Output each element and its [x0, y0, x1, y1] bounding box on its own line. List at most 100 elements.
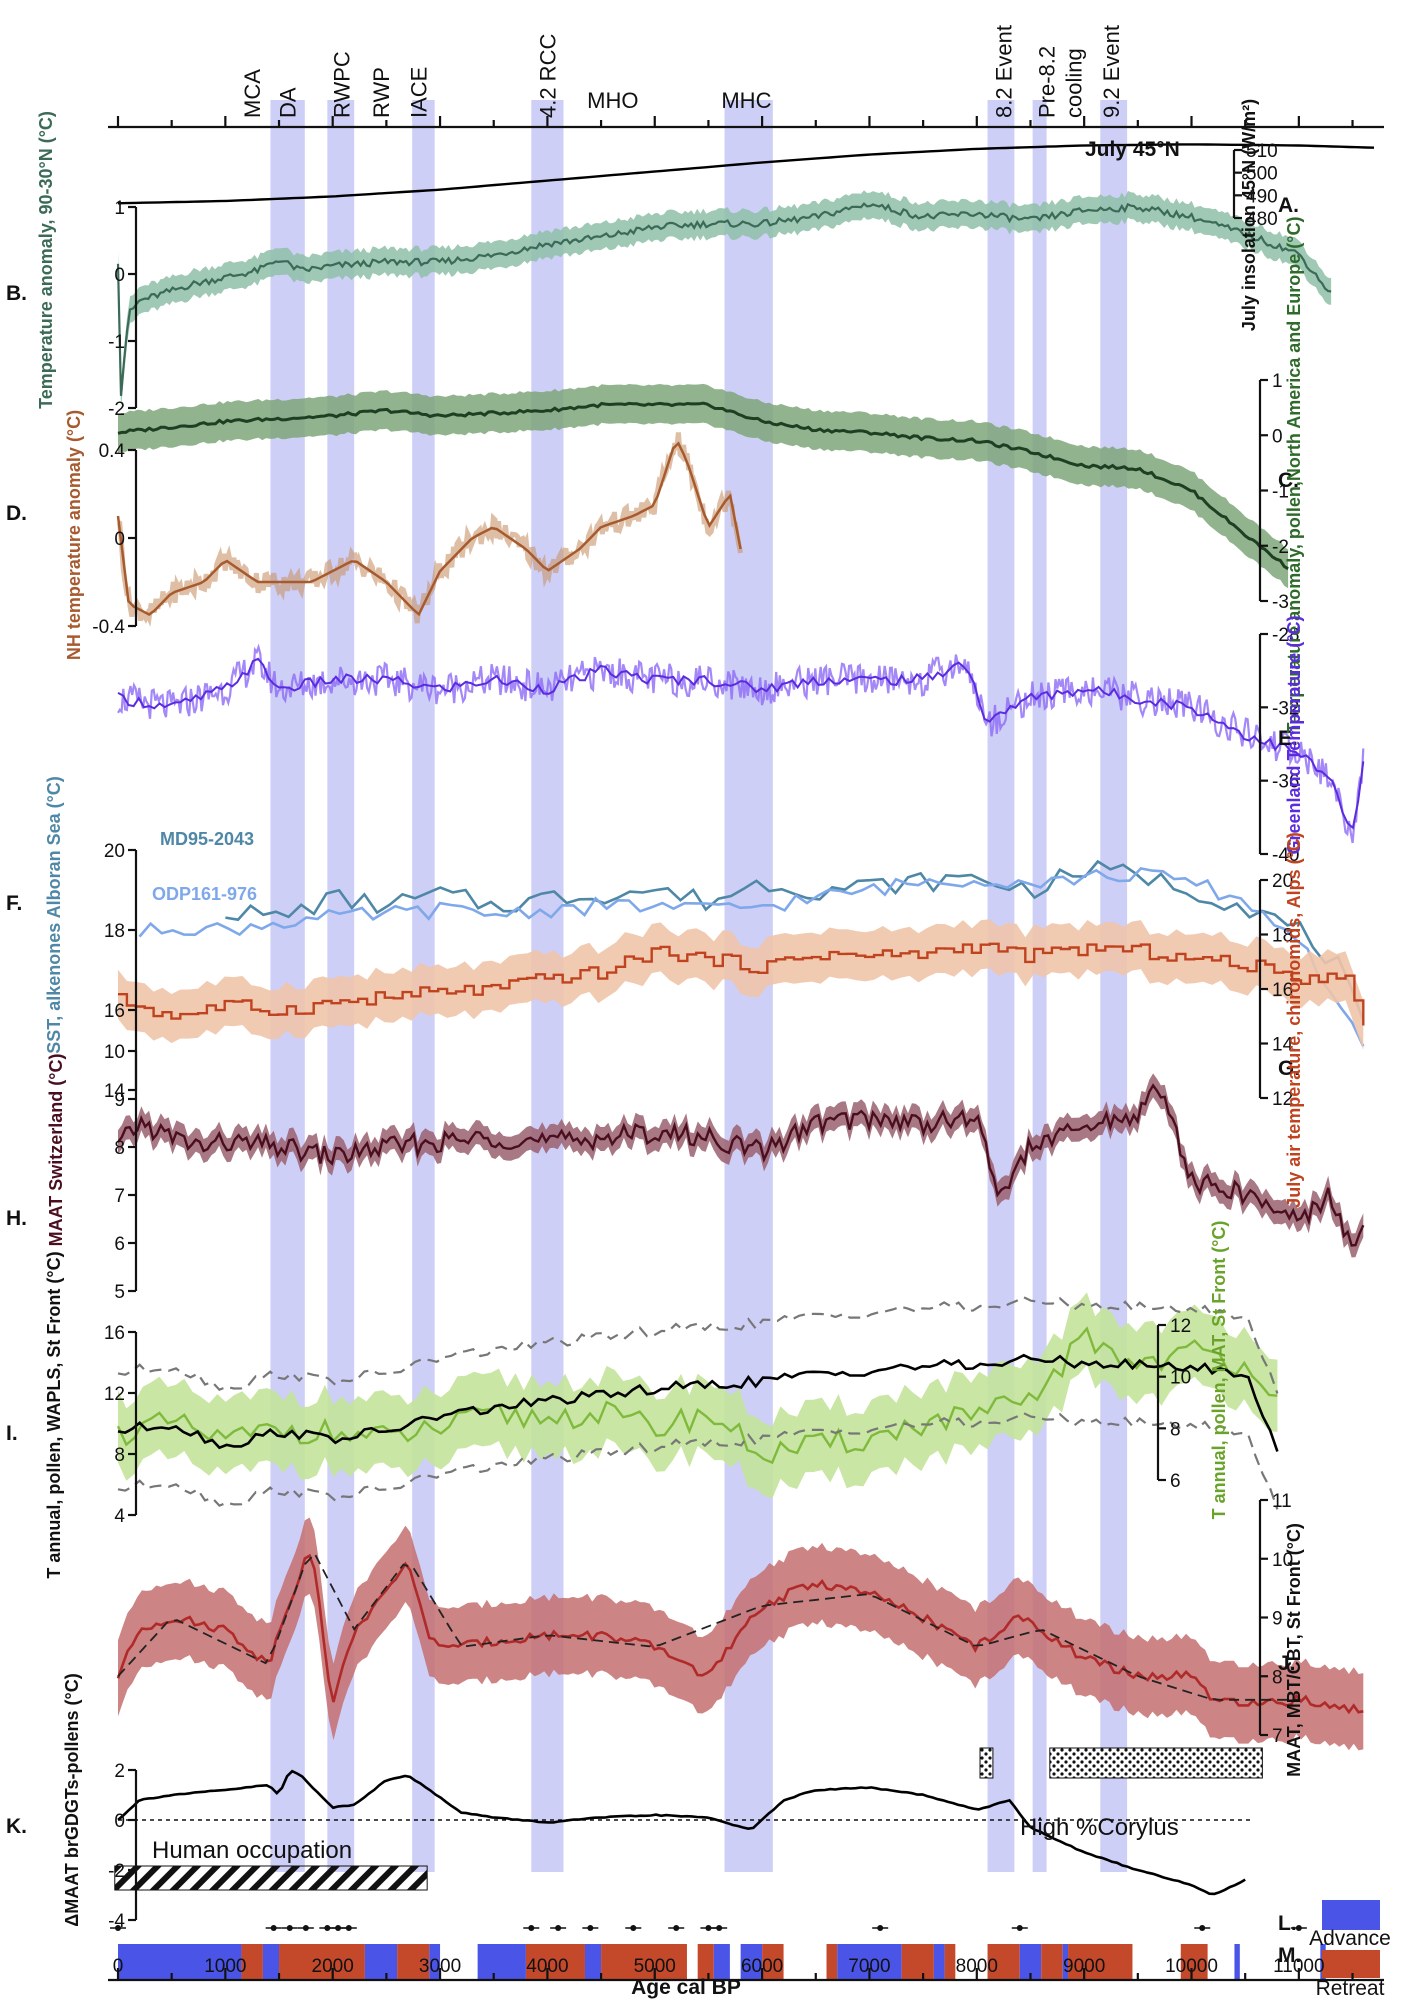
- event-label: RWP: [369, 67, 394, 118]
- date-marker: [1295, 1925, 1302, 1931]
- panel-letter-m: M.: [1278, 1944, 1301, 1967]
- panel-k-tick-label: 0: [114, 1811, 125, 1832]
- date-marker: [673, 1925, 680, 1931]
- panel-letter-d: D.: [6, 502, 27, 525]
- panel-j-line: [116, 1553, 1364, 1715]
- panel-c-tick-label: 0: [1272, 426, 1283, 447]
- panel-c-tick-label: -3: [1272, 592, 1289, 613]
- panel-j-smooth-line: [117, 1552, 1299, 1701]
- date-marker: [115, 1925, 121, 1931]
- ylabel-i-right: T annual, pollen, MAT, St Front (°C): [1209, 1221, 1229, 1520]
- panel-b-tick-label: -2: [108, 399, 125, 420]
- retreat-block: [397, 1944, 430, 1980]
- panel-j-tick-label: 9: [1272, 1609, 1283, 1630]
- panel-a-line: [117, 143, 1375, 205]
- panel-i-mat-line: [116, 1326, 1278, 1465]
- date-marker: [335, 1925, 342, 1931]
- panel-b-tick-label: 1: [114, 198, 125, 219]
- panel-a-tick-label: 500: [1246, 164, 1278, 185]
- x-tick-label: 0: [113, 1956, 124, 1977]
- x-tick-label: 5000: [634, 1956, 676, 1977]
- panel-f-md95-line: [225, 859, 1365, 1022]
- x-tick-label: 4000: [526, 1956, 568, 1977]
- panel-e-tick-label: -28: [1272, 625, 1299, 646]
- date-marker: [1016, 1925, 1023, 1931]
- legend-advance-swatch: [1322, 1900, 1380, 1930]
- event-label: 4.2 RCC: [535, 34, 560, 118]
- event-band: [1100, 100, 1128, 1872]
- panel-letter-a: A.: [1278, 194, 1299, 217]
- retreat-block: [1068, 1944, 1133, 1980]
- panel-letter-c: C.: [1278, 469, 1299, 492]
- date-marker: [630, 1925, 637, 1931]
- panel-j-band: [118, 1517, 1364, 1751]
- insolation-annotation: July 45°N: [1085, 138, 1180, 161]
- date-marker: [345, 1925, 352, 1931]
- panel-h-line: [117, 1083, 1365, 1247]
- ylabel-j: MAAT, MBT/CBT, St Front (°C): [1284, 1523, 1304, 1777]
- date-marker: [324, 1925, 331, 1931]
- event-label: DA: [276, 87, 301, 118]
- panel-e-tick-label: -40: [1272, 845, 1299, 866]
- date-marker: [877, 1925, 884, 1931]
- advance-block: [933, 1944, 945, 1980]
- panel-i-lower-error: [117, 1411, 1279, 1510]
- panel-i-left-tick-label: 16: [104, 1323, 125, 1344]
- panel-g-tick-label: 18: [1272, 926, 1293, 947]
- panel-i-left-tick-label: 12: [104, 1384, 125, 1405]
- axes-layer: MCA DA RWPC RWP IACE 4.2 RCC MHO MHC 8.2 Event Pr…: [92, 25, 1384, 1982]
- human-occupation-bar: [114, 1865, 428, 1891]
- panel-k-tick-label: -2: [108, 1861, 125, 1882]
- panel-letter-k: K.: [6, 1815, 27, 1838]
- panel-e-tick-label: -32: [1272, 698, 1299, 719]
- panel-a-tick-label: 490: [1246, 186, 1278, 207]
- date-marker: [587, 1925, 594, 1931]
- panel-b-tick-label: 0: [114, 265, 125, 286]
- x-tick-label: 6000: [741, 1956, 783, 1977]
- panel-a-tick-label: 510: [1246, 141, 1278, 162]
- panel-letter-g: G.: [1278, 1057, 1300, 1080]
- panel-i-left-tick-label: 8: [114, 1445, 125, 1466]
- text-layer: A. B. C. D. E. F. G. H. I. J. K. L. M. J…: [6, 99, 1391, 2000]
- retreat-block: [1041, 1944, 1063, 1980]
- panel-i-upper-error: [117, 1296, 1279, 1394]
- retreat-block: [944, 1944, 956, 1980]
- advance-block: [262, 1944, 280, 1980]
- ylabel-f: SST, alkenones Alboran Sea (°C): [44, 776, 64, 1054]
- x-tick-label: 7000: [848, 1956, 890, 1977]
- retreat-block: [525, 1944, 585, 1980]
- legend-retreat-swatch: [1322, 1950, 1380, 1978]
- panel-c-tick-label: 1: [1272, 371, 1283, 392]
- event-band: [987, 100, 1015, 1872]
- x-tick-label: 9000: [1063, 1956, 1105, 1977]
- panel-i-mat-band: [118, 1292, 1278, 1499]
- panel-f-tick-label: 20: [104, 841, 125, 862]
- panel-h-tick-label: 7: [114, 1186, 125, 1207]
- panel-letter-j: J.: [1278, 1652, 1296, 1675]
- x-tick-label: 10000: [1165, 1956, 1218, 1977]
- panel-e-tick-label: -36: [1272, 772, 1299, 793]
- panel-i-right-tick-label: 6: [1170, 1471, 1181, 1492]
- panel-letter-b: B.: [6, 282, 27, 305]
- x-axis-label: Age cal BP: [631, 1976, 741, 1999]
- panel-b-line: [116, 202, 1332, 396]
- ylabel-h: MAAT Switzerland (°C): [46, 1054, 66, 1247]
- ylabel-g: July air temperature, chironomids, Alps …: [1284, 832, 1304, 1208]
- panel-i-left-tick-label: 4: [114, 1506, 125, 1527]
- panel-h-tick-label: 6: [114, 1234, 125, 1255]
- x-tick-label: 2000: [312, 1956, 354, 1977]
- panel-b-band: [118, 190, 1332, 410]
- panel-j-tick-label: 10: [1272, 1550, 1293, 1571]
- panel-d-line: [116, 441, 742, 617]
- date-marker: [716, 1925, 723, 1931]
- ylabel-a: July insolation 45°N (W/m²): [1239, 99, 1259, 331]
- event-label: Pre-8.2: [1035, 46, 1060, 118]
- date-marker: [528, 1925, 535, 1931]
- panel-f-tick-label: 16: [104, 1001, 125, 1022]
- x-tick-label: 1000: [204, 1956, 246, 1977]
- panel-k-line: [117, 1769, 1246, 1896]
- panel-i-right-tick-label: 8: [1170, 1419, 1181, 1440]
- panel-letter-h: H.: [6, 1207, 27, 1230]
- panel-g-tick-label: 16: [1272, 980, 1293, 1001]
- retreat-block: [762, 1944, 784, 1980]
